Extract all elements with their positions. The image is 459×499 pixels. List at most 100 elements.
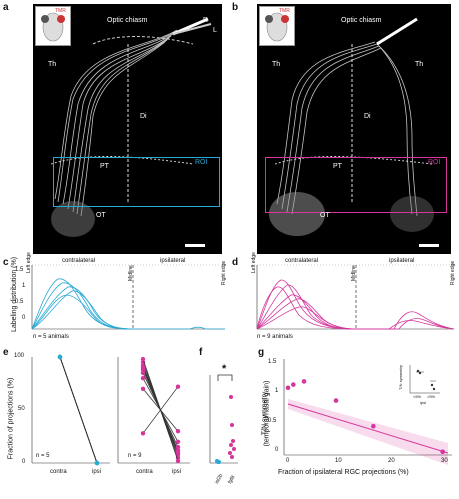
box-plot-f [209, 374, 238, 464]
scatter-point-5 [440, 449, 445, 455]
ytick-g-2: 0.5 [268, 418, 277, 424]
fish-head-icon [265, 12, 289, 42]
inset-ylabel-g: T/N symmetry [397, 365, 403, 390]
panel-e-label: e [3, 347, 9, 358]
xlabel-e-left-contra: contra [50, 469, 67, 475]
point-ipsi-5 [175, 439, 181, 444]
e-right-lines [140, 356, 181, 464]
panel-d: d Left edge contralateral Midline ipsila… [229, 252, 459, 345]
scatter-point-1 [291, 382, 296, 387]
ot-label-a: OT [96, 212, 106, 219]
inset-a: TMR [35, 6, 71, 46]
panel-c-label: c [3, 257, 9, 268]
ytick-c-3: 0 [22, 315, 26, 321]
point-contra-4 [57, 354, 63, 360]
panel-f-label: f [199, 347, 203, 358]
compass-r-a: R [203, 17, 209, 24]
panel-c: c Labeling distribution (%) 1.5 1 0.5 0 … [0, 252, 229, 345]
scatter-chart-g [283, 359, 452, 465]
contralateral-d: contralateral [285, 258, 319, 264]
optic-chiasm-label-b: Optic chiasm [341, 17, 382, 24]
contralateral-c: contralateral [62, 258, 96, 264]
roi-box-a [53, 157, 220, 207]
point-ipsi-8 [175, 458, 181, 464]
panel-e: e Fraction of projections (%) 100 50 0 n… [0, 345, 190, 499]
xtick-g-30: 30 [441, 458, 448, 464]
pt-label-b: PT [333, 163, 342, 170]
panel-f: f * isl2b fgf8 [190, 345, 242, 499]
micrograph-a: ROI Optic chiasm Th Di PT OT R L TMR [33, 4, 222, 254]
point-contra-8 [140, 356, 146, 362]
inset-xlabel-g-1: >5% [427, 394, 436, 399]
distribution-plot-d [256, 264, 455, 330]
inset-b: TMR [259, 6, 295, 46]
fish-head-icon [41, 12, 65, 42]
inset-xlabel-g-0: <5% [413, 394, 422, 399]
xlabel-e-right-contra: contra [136, 469, 153, 475]
inset-label-b: TMR [279, 8, 290, 14]
xtick-g-10: 10 [335, 458, 342, 464]
n-text-e-right: n = 9 [128, 453, 142, 459]
ytick-g-3: 0 [275, 447, 279, 453]
point-contra-6 [140, 386, 146, 391]
th-label-a: Th [48, 61, 57, 68]
e-left-lines [57, 354, 100, 466]
xtick-g-0: 0 [286, 458, 290, 464]
scatter-point-4 [371, 423, 376, 429]
roi-label-a: ROI [195, 159, 208, 166]
ytick-e-0: 0 [22, 459, 26, 465]
micrograph-b: ROI Optic chiasm Th Th Di PT OT TMR [257, 4, 451, 254]
ytick-e-50: 50 [18, 406, 25, 412]
di-label-b: Di [364, 113, 371, 120]
projection-chart-e [31, 354, 190, 466]
inset-chart-g [409, 365, 440, 394]
panel-g: g T/N symmetry (temporal/nasal gain) 1.5… [242, 345, 459, 499]
panel-b: b ROI Optic chiasm Th Th Di PT OT [229, 0, 459, 255]
point-contra-7 [140, 431, 146, 436]
series-line-4 [59, 356, 98, 464]
point-contra-4 [140, 370, 146, 376]
distribution-plot-c [31, 264, 225, 330]
point-contra-5 [140, 376, 146, 381]
th-label-b-right: Th [415, 61, 424, 68]
inset-xtitle-g: ipsi [420, 400, 427, 405]
optic-chiasm-label-a: Optic chiasm [107, 17, 148, 24]
scatter-point-2 [301, 379, 307, 384]
ytick-c-0: 1.5 [15, 267, 24, 273]
star-f: * [222, 363, 227, 375]
ipsilateral-c: ipsilateral [160, 258, 186, 264]
pt-label-a: PT [100, 163, 109, 170]
xlabel-e-right-ipsi: ipsi [172, 469, 182, 475]
n-text-e-left: n = 5 [36, 453, 50, 459]
di-label-a: Di [140, 113, 147, 120]
point-ipsi-7 [175, 384, 181, 389]
roi-box-b [265, 157, 447, 213]
roi-label-b: ROI [428, 159, 441, 166]
inset-label-a: TMR [55, 8, 66, 14]
point-ipsi-4 [175, 444, 181, 450]
ytick-g-0: 1.5 [268, 359, 277, 365]
ytick-g-1: 1 [275, 388, 279, 394]
axon-traces-a [50, 17, 212, 247]
compass-l-a: L [213, 27, 217, 34]
point-ipsi-6 [175, 429, 181, 434]
th-label-b-left: Th [272, 61, 281, 68]
axon-traces-b [269, 17, 439, 247]
n-text-d: n = 9 animals [257, 334, 293, 340]
inset-g: T/N symmetry <5% >5% ipsi [398, 363, 442, 409]
series-line-8 [142, 358, 179, 462]
g-points [285, 379, 445, 455]
ot-label-b: OT [320, 212, 330, 219]
panel-g-label: g [258, 347, 265, 358]
ipsilateral-d: ipsilateral [389, 258, 415, 264]
scatter-point-0 [285, 385, 291, 391]
panel-a-label: a [3, 2, 9, 13]
point-ipsi-4 [94, 460, 100, 466]
scatter-point-3 [333, 398, 339, 403]
panel-a: a ROI Optic chiasm Th Di PT OT [0, 0, 229, 255]
xtick-g-20: 20 [388, 458, 395, 464]
ytick-e-100: 100 [14, 353, 25, 359]
ytick-c-1: 1 [22, 283, 26, 289]
xlabel-e-left-ipsi: ipsi [92, 469, 102, 475]
xlabel-g: Fraction of ipsilateral RGC projections … [278, 469, 409, 476]
